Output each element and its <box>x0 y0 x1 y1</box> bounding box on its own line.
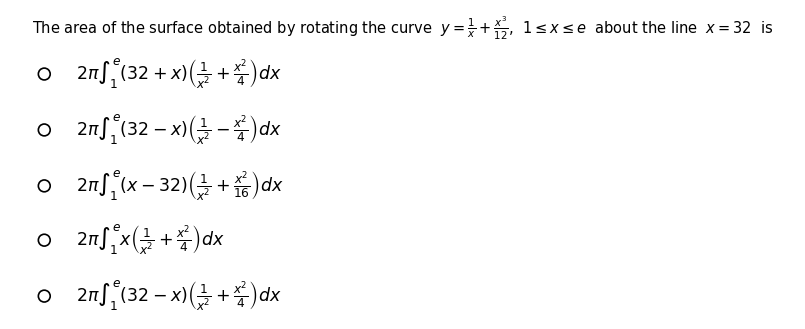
Text: $2\pi \int_{1}^{e} x\left(\frac{1}{x^2} + \frac{x^2}{4}\right) dx$: $2\pi \int_{1}^{e} x\left(\frac{1}{x^2} … <box>76 223 225 257</box>
Text: The area of the surface obtained by rotating the curve  $y = \frac{1}{x} + \frac: The area of the surface obtained by rota… <box>31 15 774 42</box>
Text: $2\pi \int_{1}^{e} (x - 32)\left(\frac{1}{x^2} + \frac{x^2}{16}\right) dx$: $2\pi \int_{1}^{e} (x - 32)\left(\frac{1… <box>76 169 284 203</box>
Text: $2\pi \int_{1}^{e} (32 - x)\left(\frac{1}{x^2} + \frac{x^2}{4}\right) dx$: $2\pi \int_{1}^{e} (32 - x)\left(\frac{1… <box>76 279 282 313</box>
Text: $2\pi \int_{1}^{e} (32 - x)\left(\frac{1}{x^2} - \frac{x^2}{4}\right) dx$: $2\pi \int_{1}^{e} (32 - x)\left(\frac{1… <box>76 113 282 147</box>
Text: $2\pi \int_{1}^{e} (32 + x)\left(\frac{1}{x^2} + \frac{x^2}{4}\right) dx$: $2\pi \int_{1}^{e} (32 + x)\left(\frac{1… <box>76 57 282 91</box>
